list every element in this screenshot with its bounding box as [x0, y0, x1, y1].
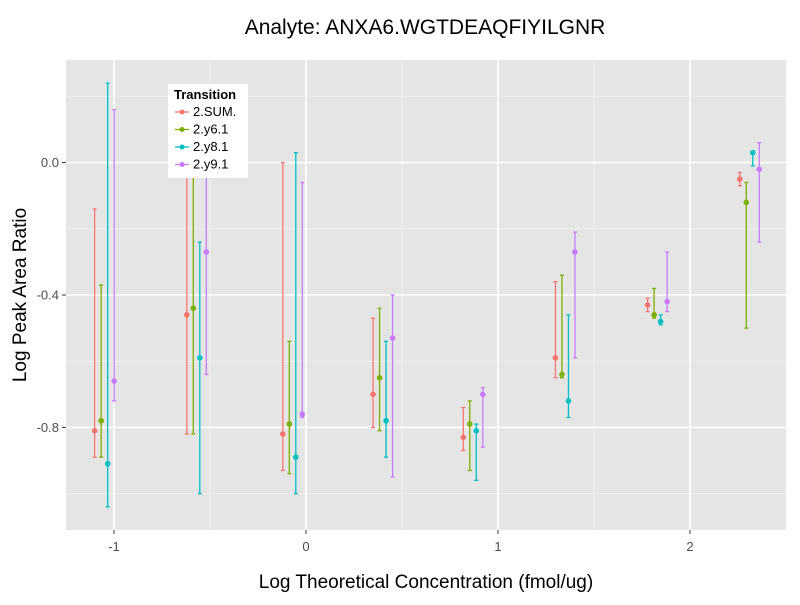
data-point — [190, 305, 197, 312]
data-point — [98, 417, 104, 424]
x-axis: -1 0 1 2 — [108, 530, 694, 554]
legend-key-point — [179, 109, 185, 115]
data-point — [370, 391, 376, 398]
data-point — [664, 298, 670, 305]
data-point — [466, 421, 473, 427]
legend: Transition 2.SUM. 2.y6.1 2.y8.1 2.y9.1 — [168, 84, 248, 178]
data-point — [749, 149, 756, 156]
data-point — [286, 421, 293, 427]
data-point — [644, 302, 651, 308]
data-point — [756, 166, 763, 173]
data-point — [552, 355, 559, 361]
data-point — [479, 391, 486, 398]
legend-title: Transition — [174, 87, 236, 102]
x-tick-label: -1 — [108, 539, 120, 554]
y-tick-label: 0.0 — [41, 155, 59, 170]
data-point — [203, 249, 210, 255]
legend-key-point — [179, 162, 185, 167]
data-point — [473, 427, 480, 434]
data-point — [736, 176, 743, 182]
x-tick-label: 2 — [686, 539, 693, 554]
data-point — [280, 431, 286, 437]
data-point — [572, 249, 578, 255]
data-point — [565, 398, 572, 404]
data-point — [389, 335, 396, 341]
data-point — [104, 461, 111, 467]
data-point — [184, 312, 190, 318]
data-point — [293, 454, 299, 460]
data-point — [111, 378, 117, 384]
x-axis-title: Log Theoretical Concentration (fmol/ug) — [259, 572, 593, 593]
data-point — [376, 374, 383, 381]
data-point — [299, 411, 306, 417]
legend-label: 2.y8.1 — [193, 139, 228, 154]
legend-label: 2.y9.1 — [193, 157, 228, 172]
data-point — [651, 312, 657, 318]
legend-key-point — [179, 127, 185, 132]
data-point — [91, 427, 98, 434]
data-point — [197, 355, 203, 361]
legend-label: 2.y6.1 — [193, 122, 228, 137]
x-tick-label: 0 — [302, 539, 309, 554]
legend-key-point — [179, 144, 185, 150]
y-axis: -0.8 -0.4 0.0 — [37, 155, 66, 435]
chart-title: Analyte: ANXA6.WGTDEAQFIYILGNR — [245, 16, 606, 39]
data-point — [460, 434, 467, 441]
legend-items: 2.SUM. 2.y6.1 2.y8.1 2.y9.1 — [175, 104, 236, 172]
x-tick-label: 1 — [494, 539, 501, 554]
y-tick-label: -0.8 — [37, 420, 59, 435]
data-marks — [91, 82, 763, 508]
y-tick-label: -0.4 — [37, 288, 59, 303]
data-point — [743, 199, 750, 206]
legend-label: 2.SUM. — [193, 104, 236, 119]
data-point — [559, 371, 565, 378]
y-axis-title: Log Peak Area Ratio — [10, 208, 31, 382]
data-point — [383, 417, 389, 424]
data-point — [657, 318, 664, 325]
